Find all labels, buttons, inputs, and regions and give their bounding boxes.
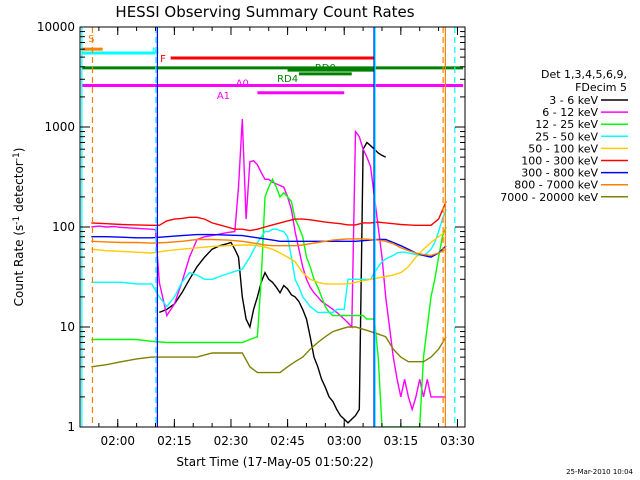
x-tick-label: 02:30 — [214, 434, 249, 448]
y-tick-label: 10 — [60, 320, 75, 334]
y-axis-label-part3: ) — [12, 148, 26, 153]
legend-label-7: 300 - 800 keV — [521, 167, 598, 180]
series-group — [91, 119, 447, 427]
x-tick-label: 02:15 — [157, 434, 192, 448]
y-tick-label: 1000 — [44, 120, 75, 134]
legend-title-line2: FDecim 5 — [575, 81, 627, 94]
x-tick-label: 02:45 — [270, 434, 305, 448]
timestamp: 25-Mar-2010 10:04 — [566, 468, 633, 476]
series-line-4 — [91, 209, 447, 314]
series-line-7 — [91, 233, 447, 258]
flag-label-6: RD4 — [277, 74, 298, 85]
x-tick-label: 03:00 — [327, 434, 362, 448]
legend-label-3: 12 - 25 keV — [535, 118, 598, 131]
y-tick-label: 100 — [52, 220, 75, 234]
y-axis-label-part2: detector — [12, 161, 26, 216]
legend-label-2: 6 - 12 keV — [542, 106, 598, 119]
series-line-9 — [91, 326, 447, 374]
y-axis-label-sup1: -1 — [12, 216, 22, 225]
chart-title: HESSI Observing Summary Count Rates — [115, 3, 414, 21]
flag-label-8: A1 — [217, 91, 230, 102]
y-axis-label: Count Rate (s-1 detector-1) — [12, 148, 26, 307]
legend-label-4: 25 - 50 keV — [535, 130, 598, 143]
legend-label-9: 7000 - 20000 keV — [500, 191, 598, 204]
x-axis-label: Start Time (17-May-05 01:50:22) — [176, 455, 373, 469]
x-axis: 02:00 02:15 02:30 02:45 03:00 03:15 03:30 — [79, 27, 475, 448]
x-tick-label: 02:00 — [100, 434, 135, 448]
y-axis-label-part1: Count Rate (s — [12, 225, 26, 307]
y-tick-label: 1 — [67, 420, 75, 434]
y-axis-label-sup2: -1 — [12, 152, 22, 161]
flag-label-3: F — [160, 54, 166, 65]
legend-title-line1: Det 1,3,4,5,6,9, — [541, 68, 627, 81]
legend-label-6: 100 - 300 keV — [521, 155, 598, 168]
series-line-2 — [91, 119, 447, 412]
legend-label-5: 50 - 100 keV — [528, 142, 598, 155]
flag-label-5: RD0 — [315, 63, 336, 74]
vertical-markers-group — [81, 27, 456, 427]
series-line-6 — [91, 201, 447, 232]
legend-label-1: 3 - 6 keV — [549, 94, 598, 107]
flag-label-7: A0 — [236, 78, 249, 89]
x-tick-label: 03:30 — [440, 434, 475, 448]
series-line-8 — [91, 238, 447, 257]
y-tick-label: 10000 — [37, 20, 75, 34]
x-tick-label: 03:15 — [384, 434, 419, 448]
flag-label-1: S — [88, 34, 94, 45]
series-line-1 — [159, 141, 386, 424]
series-line-5 — [91, 231, 447, 285]
y-axis: 1 10 100 1000 10000 — [37, 20, 465, 434]
legend-label-8: 800 - 7000 keV — [514, 179, 598, 192]
